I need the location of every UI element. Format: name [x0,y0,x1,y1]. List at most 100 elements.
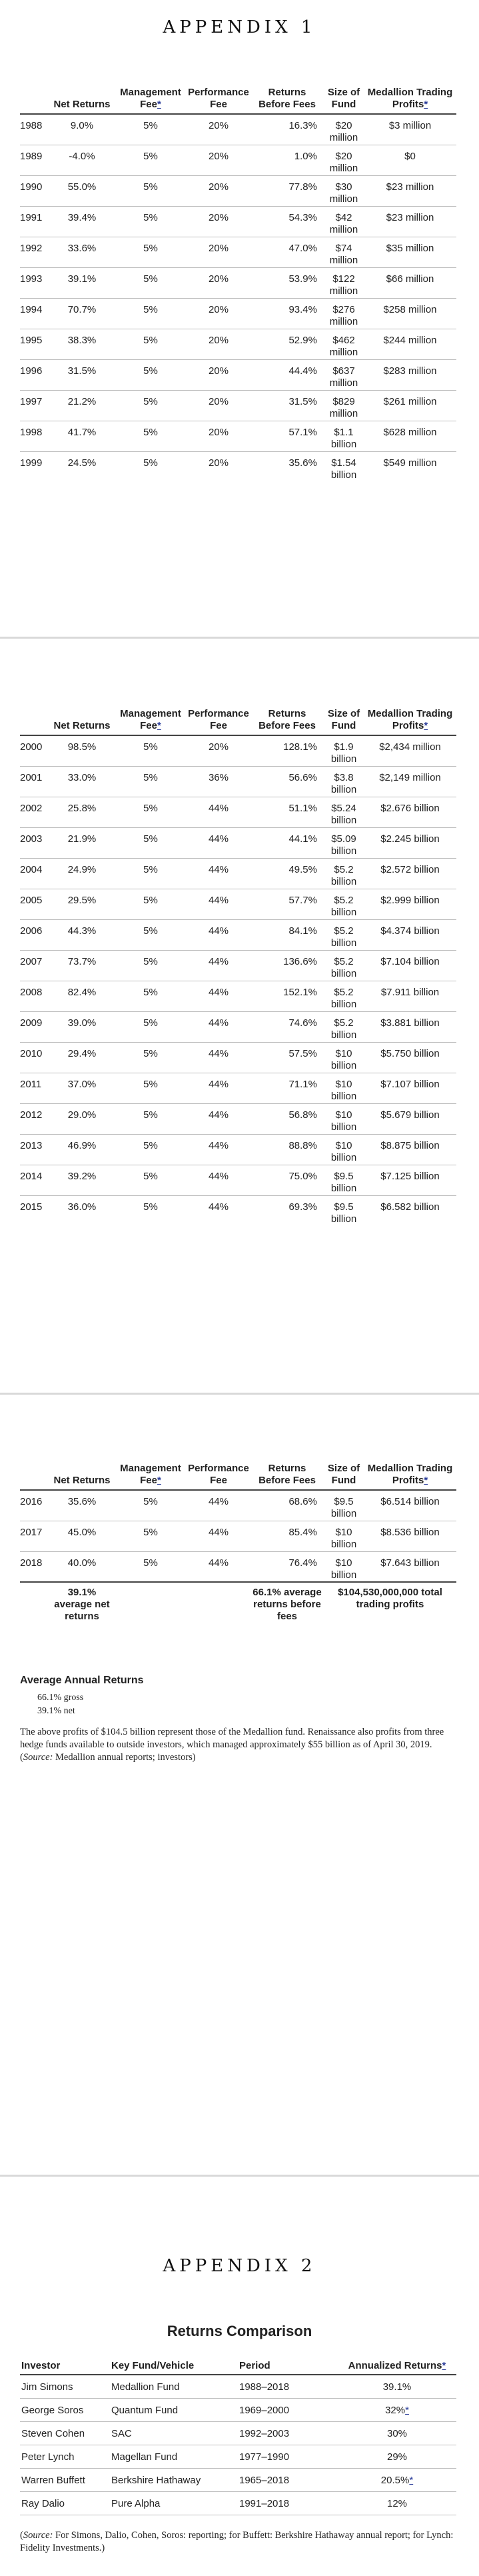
header-size-of-fund: Size of Fund [324,708,364,736]
cell-size-of-fund: $5.2 billion [324,919,364,950]
cell-net-returns: 24.9% [49,857,115,889]
cell-trading-profits: $5.679 billion [364,1103,456,1134]
header-annualized-returns: Annualized Returns* [338,2360,456,2375]
cell-performance-fee: 44% [187,1164,250,1195]
returns-comparison-title: Returns Comparison [167,2323,312,2339]
cell-net-returns: 73.7% [49,949,115,981]
medallion-header-row: Net Returns Management Fee* Performance Fe… [20,708,456,736]
cell-performance-fee: 44% [187,1133,250,1165]
table-row: George Soros Quantum Fund 1969–2000 32%* [20,2398,456,2422]
footnote-link[interactable]: * [409,2474,414,2486]
header-returns-before-fees: Returns Before Fees [250,1463,324,1491]
table-row: Steven Cohen SAC 1992–2003 30% [20,2421,456,2445]
medallion-header-row: Net Returns Management Fee* Performance Fe… [20,87,456,115]
cell-period: 1969–2000 [238,2398,338,2422]
cell-performance-fee: 20% [187,359,250,390]
cell-trading-profits: $258 million [364,297,456,329]
header-net-returns: Net Returns [49,87,115,115]
cell-year: 2005 [20,888,49,919]
cell-net-returns: 36.0% [49,1195,115,1226]
table-row: 1998 41.7% 5% 20% 57.1% $1.1 billion $628 mill… [20,420,456,451]
cell-fund: SAC [110,2421,238,2445]
cell-trading-profits: $2.572 billion [364,857,456,889]
cell-trading-profits: $3.881 billion [364,1011,456,1042]
footnote-link[interactable]: * [442,2360,446,2371]
cell-net-returns: -4.0% [49,144,115,175]
cell-trading-profits: $6.582 billion [364,1195,456,1226]
footnote-link[interactable]: * [157,99,161,110]
cell-investor: George Soros [20,2398,110,2422]
cell-returns-before-fees: 152.1% [250,980,324,1011]
table-row: 2002 25.8% 5% 44% 51.1% $5.24 billion $2.676 b… [20,796,456,827]
cell-performance-fee: 20% [187,175,250,206]
cell-trading-profits: $261 million [364,389,456,421]
cell-period: 1991–2018 [238,2491,338,2515]
cell-investor: Warren Buffett [20,2468,110,2492]
note-source-text: Medallion annual reports; investors) [53,1752,196,1763]
cell-size-of-fund: $1.54 billion [324,451,364,482]
cell-management-fee: 5% [115,236,187,267]
cell-returns-before-fees: 136.6% [250,949,324,981]
cell-management-fee: 5% [115,144,187,175]
cell-year: 1993 [20,267,49,298]
cell-returns-before-fees: 128.1% [283,741,317,753]
appendix-1-title: APPENDIX 1 [163,17,316,37]
table-row: 2003 21.9% 5% 44% 44.1% $5.09 billion $2.245 b… [20,827,456,858]
table-row: 1999 24.5% 5% 20% 35.6% $1.54 billion $549 mil… [20,451,456,482]
cell-net-returns: 98.5% [67,741,97,753]
cell-annualized-return: 29% [338,2445,456,2469]
cell-performance-fee: 44% [187,827,250,858]
cell-net-returns: 33.6% [49,236,115,267]
cell-size-of-fund: $10 billion [324,1103,364,1134]
header-medallion-profits-label: Medallion Trading Profits [367,708,453,731]
footnote-link[interactable]: * [157,720,161,731]
cell-returns-before-fees: 77.8% [250,175,324,206]
cell-size-of-fund: $5.24 billion [324,796,364,827]
table-row: Ray Dalio Pure Alpha 1991–2018 12% [20,2491,456,2515]
cell-returns-before-fees: 56.8% [250,1103,324,1134]
footnote-link[interactable]: * [424,1475,428,1486]
cell-management-fee: 5% [115,205,187,237]
cell-fund: Quantum Fund [110,2398,238,2422]
cell-size-of-fund: $9.5 billion [324,1195,364,1226]
cell-year: 2008 [20,980,49,1011]
cell-management-fee: 5% [115,451,187,482]
table-row: 2006 44.3% 5% 44% 84.1% $5.2 billion $4.374 bi… [20,919,456,950]
header-medallion-profits: Medallion Trading Profits* [364,87,456,115]
cell-returns-before-fees: 57.1% [250,420,324,451]
returns-comparison-source: (Source: For Simons, Dalio, Cohen, Soros… [20,2529,456,2555]
header-medallion-profits: Medallion Trading Profits* [364,708,456,736]
cell-returns-before-fees: 57.5% [250,1041,324,1073]
cell-management-fee: 5% [115,389,187,421]
cell-period: 1988–2018 [238,2375,338,2399]
cell-annualized-return: 12% [338,2491,456,2515]
cell-returns-before-fees: 35.6% [250,451,324,482]
footnote-link[interactable]: * [157,1475,161,1486]
totals-empty [187,1581,250,1623]
cell-size-of-fund: $637 million [324,359,364,390]
cell-performance-fee: 44% [187,1520,250,1551]
cell-management-fee: 5% [115,359,187,390]
page-divider [0,637,479,639]
cell-net-returns: 9.0% [70,120,94,131]
cell-trading-profits: $23 million [364,205,456,237]
header-fund: Key Fund/Vehicle [110,2360,238,2375]
cell-management-fee: 5% [115,297,187,329]
footnote-link[interactable]: * [424,720,428,731]
cell-net-returns: 35.6% [67,1496,97,1507]
cell-trading-profits: $8.536 billion [364,1520,456,1551]
cell-trading-profits: $7.643 billion [364,1551,456,1582]
cell-net-returns: 44.3% [49,919,115,950]
cell-trading-profits: $7.125 billion [364,1164,456,1195]
cell-performance-fee: 36% [187,765,250,797]
cell-year: 1991 [20,205,49,237]
cell-net-returns: 29.5% [49,888,115,919]
footnote-link[interactable]: * [424,99,428,110]
cell-net-returns: 45.0% [49,1520,115,1551]
cell-year: 2015 [20,1195,49,1226]
header-investor: Investor [20,2360,110,2375]
cell-management-fee: 5% [115,1011,187,1042]
footnote-link[interactable]: * [405,2404,409,2416]
cell-year: 2010 [20,1041,49,1073]
cell-year: 2011 [20,1072,49,1103]
